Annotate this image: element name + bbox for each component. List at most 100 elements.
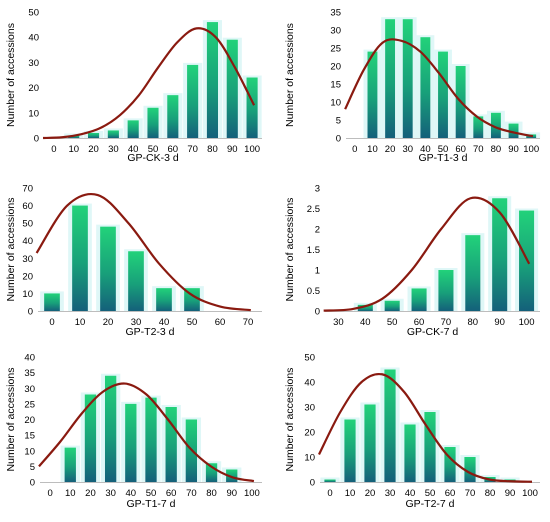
y-axis-title: Number of accessions [5, 368, 17, 472]
x-tick-label: 50 [425, 488, 436, 499]
bar-20 [84, 394, 97, 482]
bar-50 [438, 51, 448, 138]
y-tick-label: 20 [304, 428, 315, 439]
x-tick-label: 50 [438, 144, 449, 155]
x-tick-label: 100 [244, 488, 260, 499]
x-tick-label: 70 [473, 144, 484, 155]
x-tick-label: 60 [455, 144, 466, 155]
y-tick-label: 35 [330, 8, 341, 19]
y-tick-label: 30 [304, 403, 315, 414]
x-tick-label: 10 [75, 317, 86, 328]
y-axis-title: Number of accessions [284, 23, 296, 127]
y-axis-title: Number of accessions [284, 368, 296, 472]
x-axis-title: GP-T1-3 d [418, 152, 467, 164]
y-tick-label: 20 [330, 62, 341, 73]
x-tick-label: 20 [85, 488, 96, 499]
y-tick-label: 0 [310, 478, 315, 489]
bar-40 [357, 304, 373, 311]
y-tick-label: 0 [34, 134, 39, 145]
bar-30 [384, 369, 396, 482]
x-tick-label: 80 [468, 317, 479, 328]
x-tick-label: 50 [387, 317, 398, 328]
x-tick-label: 90 [226, 488, 237, 499]
y-tick-label: 5 [336, 116, 341, 127]
x-tick-label: 70 [187, 144, 198, 155]
bar-10 [367, 51, 378, 138]
bar-70 [473, 116, 484, 138]
bar-20 [87, 132, 100, 138]
x-tick-label: 80 [491, 144, 502, 155]
bar-10 [64, 447, 76, 482]
x-tick-label: 60 [168, 144, 179, 155]
bar-50 [147, 107, 159, 138]
bar-30 [402, 19, 413, 139]
x-tick-label: 90 [508, 144, 519, 155]
bar-100 [246, 77, 258, 138]
bar-80 [490, 112, 501, 138]
x-tick-label: 90 [505, 488, 516, 499]
x-tick-label: 30 [333, 317, 344, 328]
bar-80 [206, 22, 219, 138]
y-tick-label: 0 [315, 307, 320, 318]
y-tick-label: 10 [330, 98, 341, 109]
chart-panel-3: 0 10 20 30 40 50 60 70 0 10 20 30 40 50 60 70 GP-T2-3 d N… [5, 184, 262, 338]
bar-90 [226, 469, 238, 482]
x-tick-label: 10 [68, 144, 79, 155]
y-tick-label: 10 [28, 108, 39, 119]
x-tick-label: 60 [215, 317, 226, 328]
y-axis-title: Number of accessions [284, 198, 296, 302]
y-tick-label: 60 [22, 201, 33, 212]
bar-80 [465, 235, 481, 311]
bar-40 [125, 403, 137, 482]
y-tick-label: 40 [22, 236, 33, 247]
bar-40 [404, 424, 416, 482]
x-tick-label: 60 [166, 488, 177, 499]
bar-0 [44, 293, 60, 311]
x-tick-label: 100 [244, 144, 260, 155]
chart-panel-1: 0 10 20 30 40 50 0 10 20 30 40 50 60 70 80 90 100 GP-CK-3… [5, 8, 262, 164]
y-tick-label: 40 [24, 353, 35, 364]
x-tick-label: 80 [485, 488, 496, 499]
bar-50 [145, 397, 157, 482]
x-tick-label: 20 [88, 144, 99, 155]
x-axis-title: GP-CK-7 d [407, 326, 459, 338]
y-tick-label: 50 [28, 8, 39, 19]
bar-50 [184, 288, 200, 311]
x-tick-label: 10 [345, 488, 356, 499]
bar-10 [344, 419, 356, 482]
y-tick-label: 2 [315, 225, 320, 236]
y-tick-label: 0.5 [307, 286, 320, 297]
x-tick-label: 100 [523, 144, 539, 155]
y-tick-label: 40 [28, 33, 39, 44]
x-axis-title: GP-T1-7 d [126, 498, 175, 510]
x-tick-label: 30 [385, 488, 396, 499]
bar-90 [226, 39, 238, 138]
x-tick-label: 30 [402, 144, 413, 155]
x-tick-label: 30 [105, 488, 116, 499]
bar-60 [411, 288, 427, 311]
y-tick-label: 50 [22, 219, 33, 230]
x-tick-label: 80 [206, 488, 217, 499]
x-tick-label: 0 [327, 488, 332, 499]
fitted-curve [318, 372, 533, 483]
x-tick-label: 10 [65, 488, 76, 499]
x-axis-title: GP-CK-3 d [127, 152, 179, 164]
chart-panel-6: 0 10 20 30 40 50 0 10 20 30 40 50 60 70 80 90 100 GP-T2-7… [284, 353, 540, 510]
fitted-curve [344, 38, 534, 138]
y-tick-label: 0 [28, 307, 33, 318]
y-tick-label: 30 [24, 384, 35, 395]
fitted-curve [42, 27, 256, 140]
y-tick-label: 20 [28, 83, 39, 94]
y-tick-label: 25 [330, 44, 341, 55]
bar-30 [104, 375, 117, 482]
y-tick-label: 30 [330, 26, 341, 37]
bar-60 [167, 95, 179, 138]
bar-20 [385, 19, 396, 139]
x-tick-label: 50 [148, 144, 159, 155]
bar-30 [107, 130, 119, 138]
y-tick-label: 5 [30, 462, 35, 473]
y-tick-label: 10 [24, 446, 35, 457]
bar-10 [72, 205, 88, 311]
